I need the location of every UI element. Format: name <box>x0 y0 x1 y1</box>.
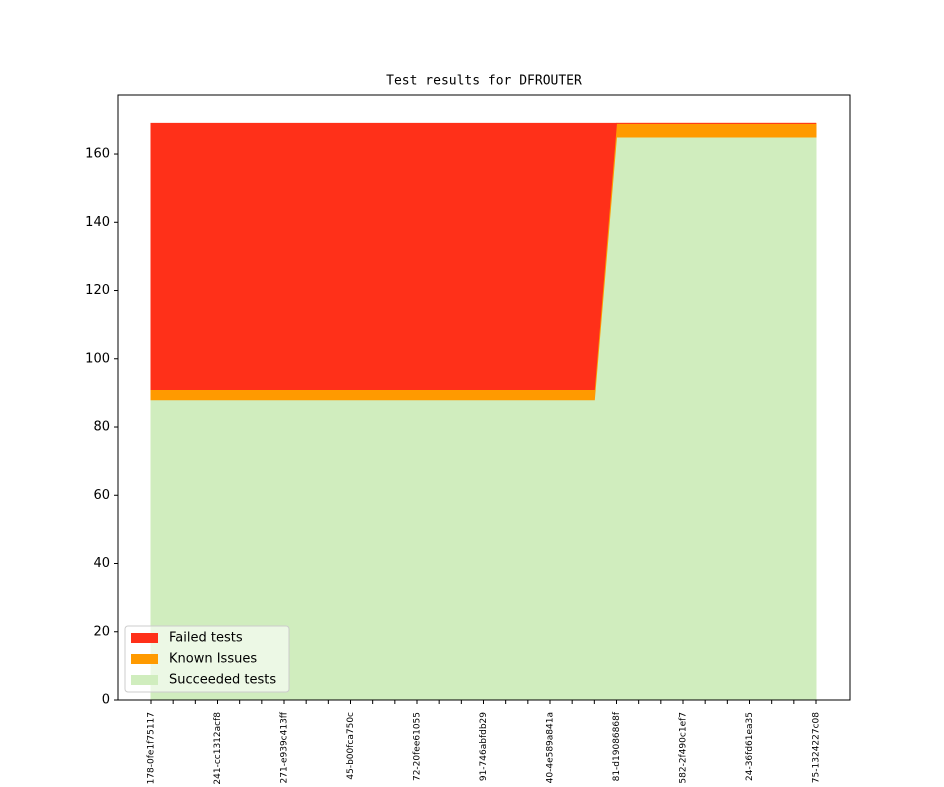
x-tick-label: 241-cc1312acf8 <box>213 712 223 785</box>
legend-label: Succeeded tests <box>169 673 276 688</box>
legend-frame <box>124 625 290 693</box>
y-tick-label: 100 <box>85 351 110 366</box>
y-tick-label: 20 <box>93 624 110 639</box>
area <box>150 122 816 390</box>
y-tick-label: 140 <box>85 215 110 230</box>
y-tick-label: 0 <box>102 693 110 708</box>
plot-area <box>150 122 817 701</box>
legend-label: Known Issues <box>169 652 257 667</box>
y-tick-label: 40 <box>93 556 110 571</box>
legend-swatch <box>131 654 158 664</box>
y-tick-label: 60 <box>93 488 110 503</box>
x-tick-label: 72-20fee61055 <box>413 712 423 781</box>
y-tick-label: 80 <box>93 420 110 435</box>
x-tick-label: 582-2f490c1ef7 <box>679 712 689 784</box>
x-tick-label: 24-36fd61ea35 <box>745 712 755 781</box>
x-tick-label: 271-e939c413ff <box>280 711 290 783</box>
chart-title: Test results for DFROUTER <box>386 74 582 89</box>
legend: Failed tests Known Issues Succeeded tests <box>124 625 290 693</box>
x-tick-label: 75-1324227c08 <box>812 712 822 783</box>
x-tick-label: 81-d19086868f <box>612 711 622 781</box>
x-tick-label: 91-746abfdb29 <box>479 712 489 781</box>
x-tick-label: 45-b00fca750c <box>346 712 356 780</box>
y-tick-label: 120 <box>85 283 110 298</box>
legend-swatch <box>131 633 158 643</box>
x-tick-label: 178-0fe1f75117 <box>147 712 157 784</box>
x-tick-label: 40-4e589a841a <box>546 712 556 783</box>
legend-label: Failed tests <box>169 631 243 646</box>
legend-swatch <box>131 675 158 685</box>
axes-frame <box>117 94 851 701</box>
y-tick-label: 160 <box>85 147 110 162</box>
